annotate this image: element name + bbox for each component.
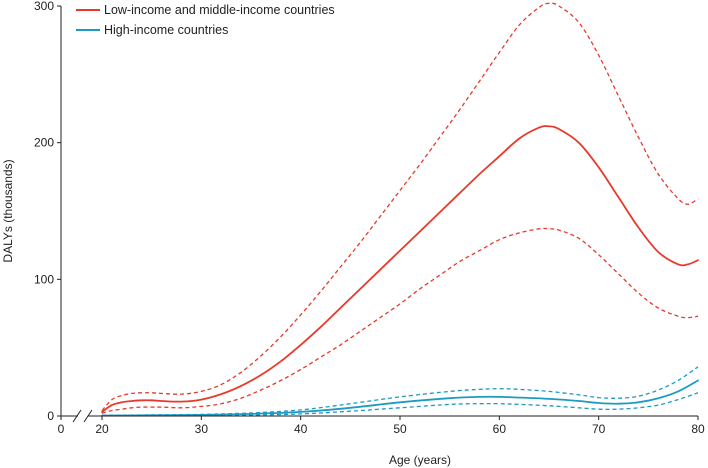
y-tick-label: 200 [34,136,54,150]
y-axis-ticks: 0 100 200 300 [34,0,61,423]
series-high-income-lower-ci-line [101,392,699,417]
legend-label-high-income: High-income countries [104,23,228,37]
x-tick-label: 80 [691,422,705,436]
series-high-income-upper-ci-line [101,366,699,416]
series-low-middle-income-line [101,125,699,413]
x-axis-break-mark [72,409,93,423]
axis-break-slash-2 [83,409,93,423]
y-tick-label: 0 [47,409,54,423]
series-low-middle-income-upper-ci-line [101,2,699,411]
legend: Low-income and middle-income countries H… [76,3,335,37]
x-tick-label: 30 [195,422,209,436]
axis-break-slash-1 [72,409,82,423]
y-axis-title: DALYs (thousands) [1,159,15,262]
x-tick-label: 20 [95,422,109,436]
x-tick-label: 50 [393,422,407,436]
series-high-income-line [101,379,699,417]
x-tick-label: 40 [294,422,308,436]
y-tick-label: 300 [34,0,54,13]
x-axis-title: Age (years) [389,453,451,467]
series-low-middle-income-lower-ci-line [101,227,699,414]
legend-label-low-middle-income: Low-income and middle-income countries [104,3,335,17]
x-axis-ticks: 0 20 30 40 50 60 70 80 [58,416,705,436]
y-tick-label: 100 [34,272,54,286]
x-tick-label: 60 [493,422,507,436]
x-tick-label: 0 [58,422,65,436]
x-tick-label: 70 [592,422,606,436]
plot-area [101,2,699,417]
